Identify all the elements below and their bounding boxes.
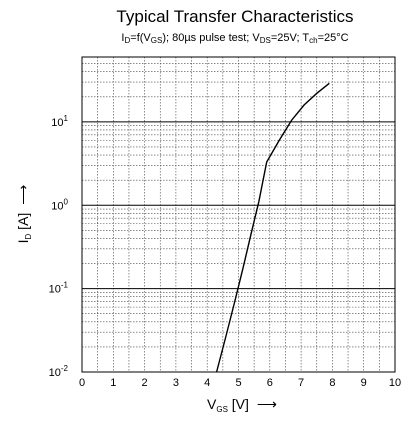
x-tick-labels: 0 1 2 3 4 5 6 7 8 9 10 xyxy=(79,377,401,389)
plot-area xyxy=(81,56,396,373)
x-tick-label: 10 xyxy=(389,377,401,389)
x-tick-label: 0 xyxy=(79,377,85,389)
y-tick-labels: 10-2 10-1 100 101 xyxy=(49,114,69,379)
x-tick-label: 1 xyxy=(110,377,116,389)
chart-title: Typical Transfer Characteristics xyxy=(116,7,353,26)
grid xyxy=(82,57,395,372)
chart-subtitle: ID=f(VGS); 80µs pulse test; VDS=25V; Tch… xyxy=(121,32,348,45)
y-axis-label: ID [A]⟶ xyxy=(15,185,33,244)
y-tick-label: 101 xyxy=(51,114,68,129)
x-tick-label: 2 xyxy=(142,377,148,389)
x-tick-label: 7 xyxy=(298,377,304,389)
x-tick-label: 6 xyxy=(267,377,273,389)
series-line xyxy=(215,82,330,373)
x-tick-label: 8 xyxy=(329,377,335,389)
y-tick-label: 100 xyxy=(51,197,68,212)
x-tick-label: 9 xyxy=(361,377,367,389)
y-tick-label: 10-2 xyxy=(49,364,69,379)
x-axis-label: VGS [V] ⟶ xyxy=(207,396,277,414)
x-tick-label: 4 xyxy=(204,377,210,389)
x-tick-label: 5 xyxy=(235,377,241,389)
x-tick-label: 3 xyxy=(173,377,179,389)
y-tick-label: 10-1 xyxy=(49,281,69,296)
